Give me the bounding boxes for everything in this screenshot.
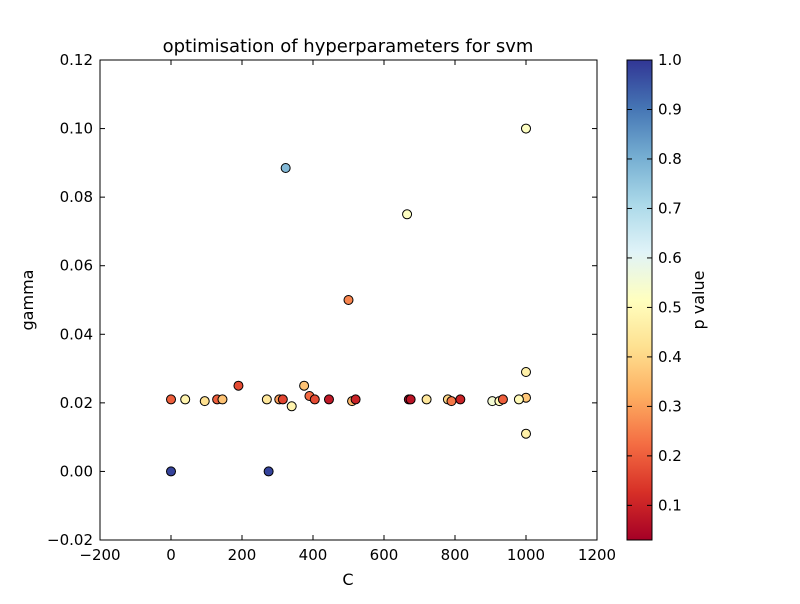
colorbar-tick-label: 0.7 xyxy=(658,199,682,217)
data-points xyxy=(166,123,531,477)
y-tick-label: 0.00 xyxy=(60,462,93,480)
data-point xyxy=(263,466,274,477)
data-point xyxy=(446,396,457,407)
colorbar xyxy=(626,59,653,541)
x-tick-label: 200 xyxy=(228,546,257,564)
data-point xyxy=(343,295,354,305)
colorbar-tick-label: 0.1 xyxy=(658,496,682,514)
data-point xyxy=(497,394,508,405)
data-point xyxy=(455,394,466,405)
colorbar-tick-label: 0.5 xyxy=(658,298,682,316)
colorbar-tick-label: 0.6 xyxy=(658,249,682,267)
data-point xyxy=(277,394,288,405)
y-tick-label: 0.06 xyxy=(60,257,93,275)
y-axis-label: gamma xyxy=(18,270,37,331)
x-tick-label: 400 xyxy=(299,546,328,564)
x-axis-label: C xyxy=(342,570,353,589)
data-point xyxy=(286,401,297,412)
colorbar-tick-label: 0.3 xyxy=(658,397,682,415)
y-tick-label: 0.10 xyxy=(60,120,93,138)
chart-title: optimisation of hyperparameters for svm xyxy=(163,36,534,57)
colorbar-tick-label: 0.2 xyxy=(658,447,682,465)
data-point xyxy=(350,394,361,405)
y-tick-label: 0.02 xyxy=(60,394,93,412)
x-tick-label: 0 xyxy=(166,546,176,564)
data-point xyxy=(521,123,531,134)
data-point xyxy=(299,380,310,391)
colorbar-tick-label: 0.9 xyxy=(658,100,682,118)
data-point xyxy=(521,367,531,377)
plot-frame xyxy=(99,59,598,541)
colorbar-tick-label: 0.4 xyxy=(658,348,682,366)
y-tick-label: 0.04 xyxy=(60,325,93,343)
colorbar-tick-label: 1.0 xyxy=(658,51,682,69)
data-point xyxy=(521,428,531,439)
data-point xyxy=(233,380,244,391)
x-tick-label: 800 xyxy=(441,546,470,564)
data-point xyxy=(421,394,432,405)
colorbar-label: p value xyxy=(689,271,708,330)
data-point xyxy=(166,466,176,477)
y-tick-label: 0.12 xyxy=(60,51,93,69)
y-tick-label: −0.02 xyxy=(47,531,93,549)
y-axis-ticks: −0.02 0.00 0.02 0.04 0.06 0.08 0.10 0.12 xyxy=(47,51,597,549)
colorbar-ticks: 0.1 0.2 0.3 0.4 0.5 0.6 0.7 0.8 0.9 1.0 xyxy=(627,51,682,514)
data-point xyxy=(280,163,291,173)
y-tick-label: 0.08 xyxy=(60,188,93,206)
data-point xyxy=(180,394,191,405)
x-tick-label: 1200 xyxy=(578,546,616,564)
x-axis-ticks: −200 0 200 400 600 800 1000 1200 xyxy=(79,60,616,564)
data-point xyxy=(323,394,334,405)
x-tick-label: 600 xyxy=(370,546,399,564)
data-point xyxy=(309,394,320,405)
data-point xyxy=(166,394,176,405)
data-point xyxy=(402,209,413,220)
x-tick-label: −200 xyxy=(79,546,120,564)
data-point xyxy=(261,394,272,405)
x-tick-label: 1000 xyxy=(507,546,545,564)
data-point xyxy=(513,394,524,405)
data-point xyxy=(217,394,228,405)
colorbar-tick-label: 0.8 xyxy=(658,150,682,168)
data-point xyxy=(405,394,416,405)
data-point xyxy=(199,396,210,407)
